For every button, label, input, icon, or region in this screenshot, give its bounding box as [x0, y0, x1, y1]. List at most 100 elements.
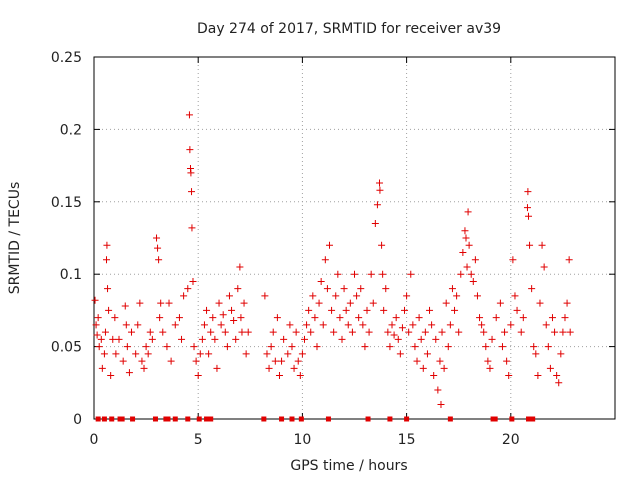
data-point	[480, 328, 488, 336]
data-point	[171, 321, 179, 329]
data-point	[432, 335, 440, 343]
zero-marker	[95, 416, 101, 422]
zero-marker	[119, 416, 125, 422]
data-point	[155, 256, 163, 264]
data-point	[311, 314, 319, 322]
data-point	[91, 296, 99, 304]
data-point	[288, 343, 296, 351]
data-point	[469, 277, 477, 285]
data-point	[462, 234, 470, 242]
data-point	[476, 314, 484, 322]
data-point	[237, 314, 245, 322]
data-point	[492, 314, 500, 322]
y-tick-label: 0.2	[60, 122, 82, 138]
data-point	[269, 328, 277, 336]
data-point	[509, 256, 517, 264]
x-tick-label: 5	[194, 432, 203, 448]
data-point	[267, 343, 275, 351]
zero-marker	[172, 416, 178, 422]
y-tick-label: 0.1	[60, 267, 82, 283]
data-point	[188, 188, 196, 196]
data-point	[261, 292, 269, 300]
data-point	[148, 335, 156, 343]
data-point	[471, 256, 479, 264]
data-point	[328, 306, 336, 314]
data-point	[530, 343, 538, 351]
data-point	[555, 379, 563, 387]
data-point	[207, 328, 215, 336]
data-point	[184, 285, 192, 293]
data-point	[313, 343, 321, 351]
data-point	[388, 321, 396, 329]
data-point	[300, 335, 308, 343]
data-point	[286, 321, 294, 329]
data-point	[561, 314, 569, 322]
data-point	[109, 335, 117, 343]
data-point	[97, 335, 105, 343]
data-point	[534, 372, 542, 380]
data-point	[365, 328, 373, 336]
data-point	[503, 357, 511, 365]
zero-marker	[185, 416, 191, 422]
data-point	[423, 350, 431, 358]
data-point	[426, 306, 434, 314]
data-point	[437, 401, 445, 409]
zero-marker	[526, 416, 532, 422]
data-point	[463, 263, 471, 271]
data-point	[187, 169, 195, 177]
data-point	[357, 285, 365, 293]
data-point	[284, 350, 292, 358]
data-point	[240, 299, 248, 307]
x-tick-label: 10	[293, 432, 311, 448]
data-point	[544, 343, 552, 351]
data-point	[413, 357, 421, 365]
data-point	[186, 146, 194, 154]
data-point	[344, 321, 352, 329]
data-point	[440, 364, 448, 372]
data-point	[559, 328, 567, 336]
data-point	[111, 314, 119, 322]
x-axis-label: GPS time / hours	[290, 458, 407, 474]
data-point	[507, 321, 515, 329]
data-point	[280, 335, 288, 343]
data-point	[290, 364, 298, 372]
data-point	[536, 299, 544, 307]
data-point	[95, 343, 103, 351]
data-point	[265, 364, 273, 372]
data-point	[355, 314, 363, 322]
data-point	[551, 328, 559, 336]
data-point	[421, 328, 429, 336]
data-point	[142, 343, 150, 351]
data-point	[309, 292, 317, 300]
data-point	[165, 299, 173, 307]
data-point	[125, 369, 133, 377]
data-point	[332, 292, 340, 300]
data-point	[525, 212, 533, 220]
data-point	[390, 331, 398, 339]
data-point	[348, 328, 356, 336]
data-point	[232, 335, 240, 343]
data-point	[144, 350, 152, 358]
data-point	[540, 263, 548, 271]
data-point	[461, 227, 469, 235]
data-point	[223, 343, 231, 351]
data-point	[196, 350, 204, 358]
data-point	[457, 270, 465, 278]
data-point	[156, 314, 164, 322]
zero-marker	[152, 416, 158, 422]
data-point	[115, 335, 123, 343]
data-point	[140, 364, 148, 372]
data-point	[230, 317, 238, 325]
zero-marker	[165, 416, 171, 422]
x-tick-label: 0	[90, 432, 99, 448]
data-point	[94, 314, 102, 322]
data-point	[459, 248, 467, 256]
data-point	[464, 208, 472, 216]
data-point	[180, 292, 188, 300]
data-point	[340, 285, 348, 293]
data-point	[526, 241, 534, 249]
data-point	[123, 343, 131, 351]
data-point	[436, 357, 444, 365]
data-point	[371, 220, 379, 228]
data-point	[128, 328, 136, 336]
